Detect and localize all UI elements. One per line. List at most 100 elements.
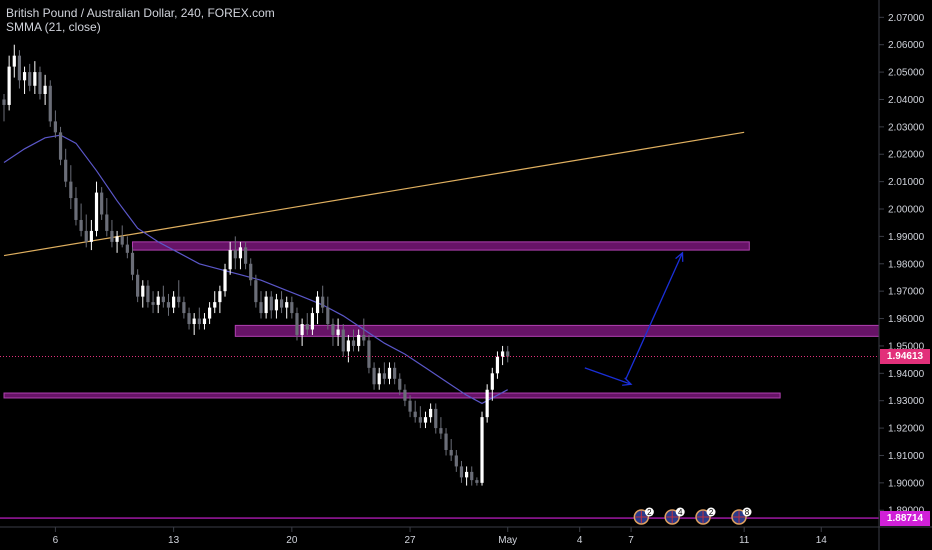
candle[interactable] bbox=[305, 313, 309, 335]
candle[interactable] bbox=[28, 63, 32, 92]
arrow-line[interactable] bbox=[625, 252, 684, 380]
candle[interactable] bbox=[69, 165, 73, 210]
candle[interactable] bbox=[449, 439, 453, 461]
candle[interactable] bbox=[218, 285, 222, 314]
events-layer[interactable]: 2 4 2 8 bbox=[633, 507, 752, 525]
candle[interactable] bbox=[43, 74, 47, 105]
candle[interactable] bbox=[79, 203, 83, 237]
time-axis[interactable]: 6 13 20 27 May 4 7 11 14 bbox=[53, 527, 828, 546]
candle[interactable] bbox=[238, 241, 243, 270]
candle[interactable] bbox=[202, 313, 207, 330]
candle[interactable] bbox=[331, 318, 335, 346]
candle[interactable] bbox=[58, 126, 63, 166]
candle[interactable] bbox=[393, 362, 397, 385]
candle[interactable] bbox=[2, 93, 6, 122]
candle[interactable] bbox=[485, 384, 489, 423]
candle[interactable] bbox=[372, 362, 376, 390]
candle[interactable] bbox=[208, 302, 212, 325]
candle[interactable] bbox=[197, 307, 201, 330]
candle[interactable] bbox=[146, 280, 150, 308]
candle[interactable] bbox=[285, 296, 289, 319]
candle[interactable] bbox=[439, 417, 443, 440]
candle[interactable] bbox=[490, 367, 494, 401]
candle[interactable] bbox=[233, 236, 237, 270]
candle[interactable] bbox=[254, 274, 258, 308]
candle[interactable] bbox=[341, 324, 345, 357]
candle[interactable] bbox=[434, 403, 438, 434]
zone-rect[interactable] bbox=[3, 392, 781, 399]
candle[interactable] bbox=[243, 241, 248, 270]
trendline[interactable] bbox=[3, 131, 745, 257]
candle[interactable] bbox=[346, 334, 350, 363]
candle[interactable] bbox=[100, 187, 104, 220]
candle[interactable] bbox=[500, 345, 505, 366]
candle[interactable] bbox=[321, 285, 325, 314]
candle[interactable] bbox=[151, 291, 155, 314]
candle[interactable] bbox=[475, 477, 479, 486]
arrow-line[interactable] bbox=[584, 367, 632, 385]
candle[interactable] bbox=[74, 187, 78, 226]
candle[interactable] bbox=[357, 329, 361, 352]
candle[interactable] bbox=[279, 291, 284, 314]
candle[interactable] bbox=[362, 318, 366, 346]
event-marker[interactable]: 8 bbox=[731, 507, 752, 525]
candle[interactable] bbox=[495, 351, 500, 379]
candle[interactable] bbox=[264, 291, 268, 319]
candle[interactable] bbox=[398, 373, 402, 396]
candle[interactable] bbox=[300, 318, 304, 346]
candle[interactable] bbox=[115, 230, 119, 253]
candle[interactable] bbox=[172, 291, 176, 314]
candle[interactable] bbox=[192, 313, 196, 335]
candle[interactable] bbox=[351, 329, 356, 352]
candle[interactable] bbox=[136, 269, 140, 303]
candle[interactable] bbox=[444, 428, 448, 456]
event-marker[interactable]: 2 bbox=[695, 507, 716, 525]
candle[interactable] bbox=[480, 411, 484, 486]
candle[interactable] bbox=[120, 225, 124, 248]
zone-rect[interactable] bbox=[132, 241, 750, 251]
candle[interactable] bbox=[53, 110, 57, 138]
candle[interactable] bbox=[7, 55, 11, 111]
candle[interactable] bbox=[64, 148, 68, 188]
event-marker[interactable]: 2 bbox=[633, 507, 654, 525]
candle[interactable] bbox=[465, 466, 469, 486]
candle[interactable] bbox=[125, 236, 129, 259]
candle[interactable] bbox=[290, 296, 294, 319]
candle[interactable] bbox=[387, 362, 392, 385]
candle[interactable] bbox=[187, 307, 191, 330]
candle[interactable] bbox=[367, 334, 371, 374]
candle[interactable] bbox=[84, 214, 88, 248]
candle[interactable] bbox=[213, 291, 217, 314]
event-marker[interactable]: 4 bbox=[664, 507, 685, 525]
candle[interactable] bbox=[295, 307, 299, 341]
candle[interactable] bbox=[177, 280, 181, 308]
candle[interactable] bbox=[22, 66, 27, 94]
candle[interactable] bbox=[33, 61, 37, 94]
candle[interactable] bbox=[166, 293, 171, 316]
candle[interactable] bbox=[48, 80, 52, 127]
candle[interactable] bbox=[506, 345, 510, 363]
candle[interactable] bbox=[94, 181, 99, 237]
candle[interactable] bbox=[454, 449, 458, 472]
candle[interactable] bbox=[12, 44, 16, 78]
candle[interactable] bbox=[423, 411, 428, 429]
candle[interactable] bbox=[259, 291, 263, 319]
candle[interactable] bbox=[403, 384, 407, 407]
candle[interactable] bbox=[89, 219, 93, 251]
candle[interactable] bbox=[470, 466, 474, 486]
candle[interactable] bbox=[315, 291, 320, 325]
candle[interactable] bbox=[274, 293, 279, 319]
candle[interactable] bbox=[17, 50, 22, 89]
candle[interactable] bbox=[269, 291, 273, 319]
candle[interactable] bbox=[223, 263, 227, 297]
candle[interactable] bbox=[182, 296, 186, 319]
candle[interactable] bbox=[141, 280, 145, 308]
candle[interactable] bbox=[110, 219, 114, 248]
candle[interactable] bbox=[413, 400, 417, 423]
candle[interactable] bbox=[156, 291, 160, 314]
candle[interactable] bbox=[249, 258, 253, 286]
price-axis[interactable]: 2.07000 2.06000 2.05000 2.04000 2.03000 2.020… bbox=[879, 13, 925, 517]
candle[interactable] bbox=[38, 66, 42, 100]
candle[interactable] bbox=[459, 460, 464, 483]
